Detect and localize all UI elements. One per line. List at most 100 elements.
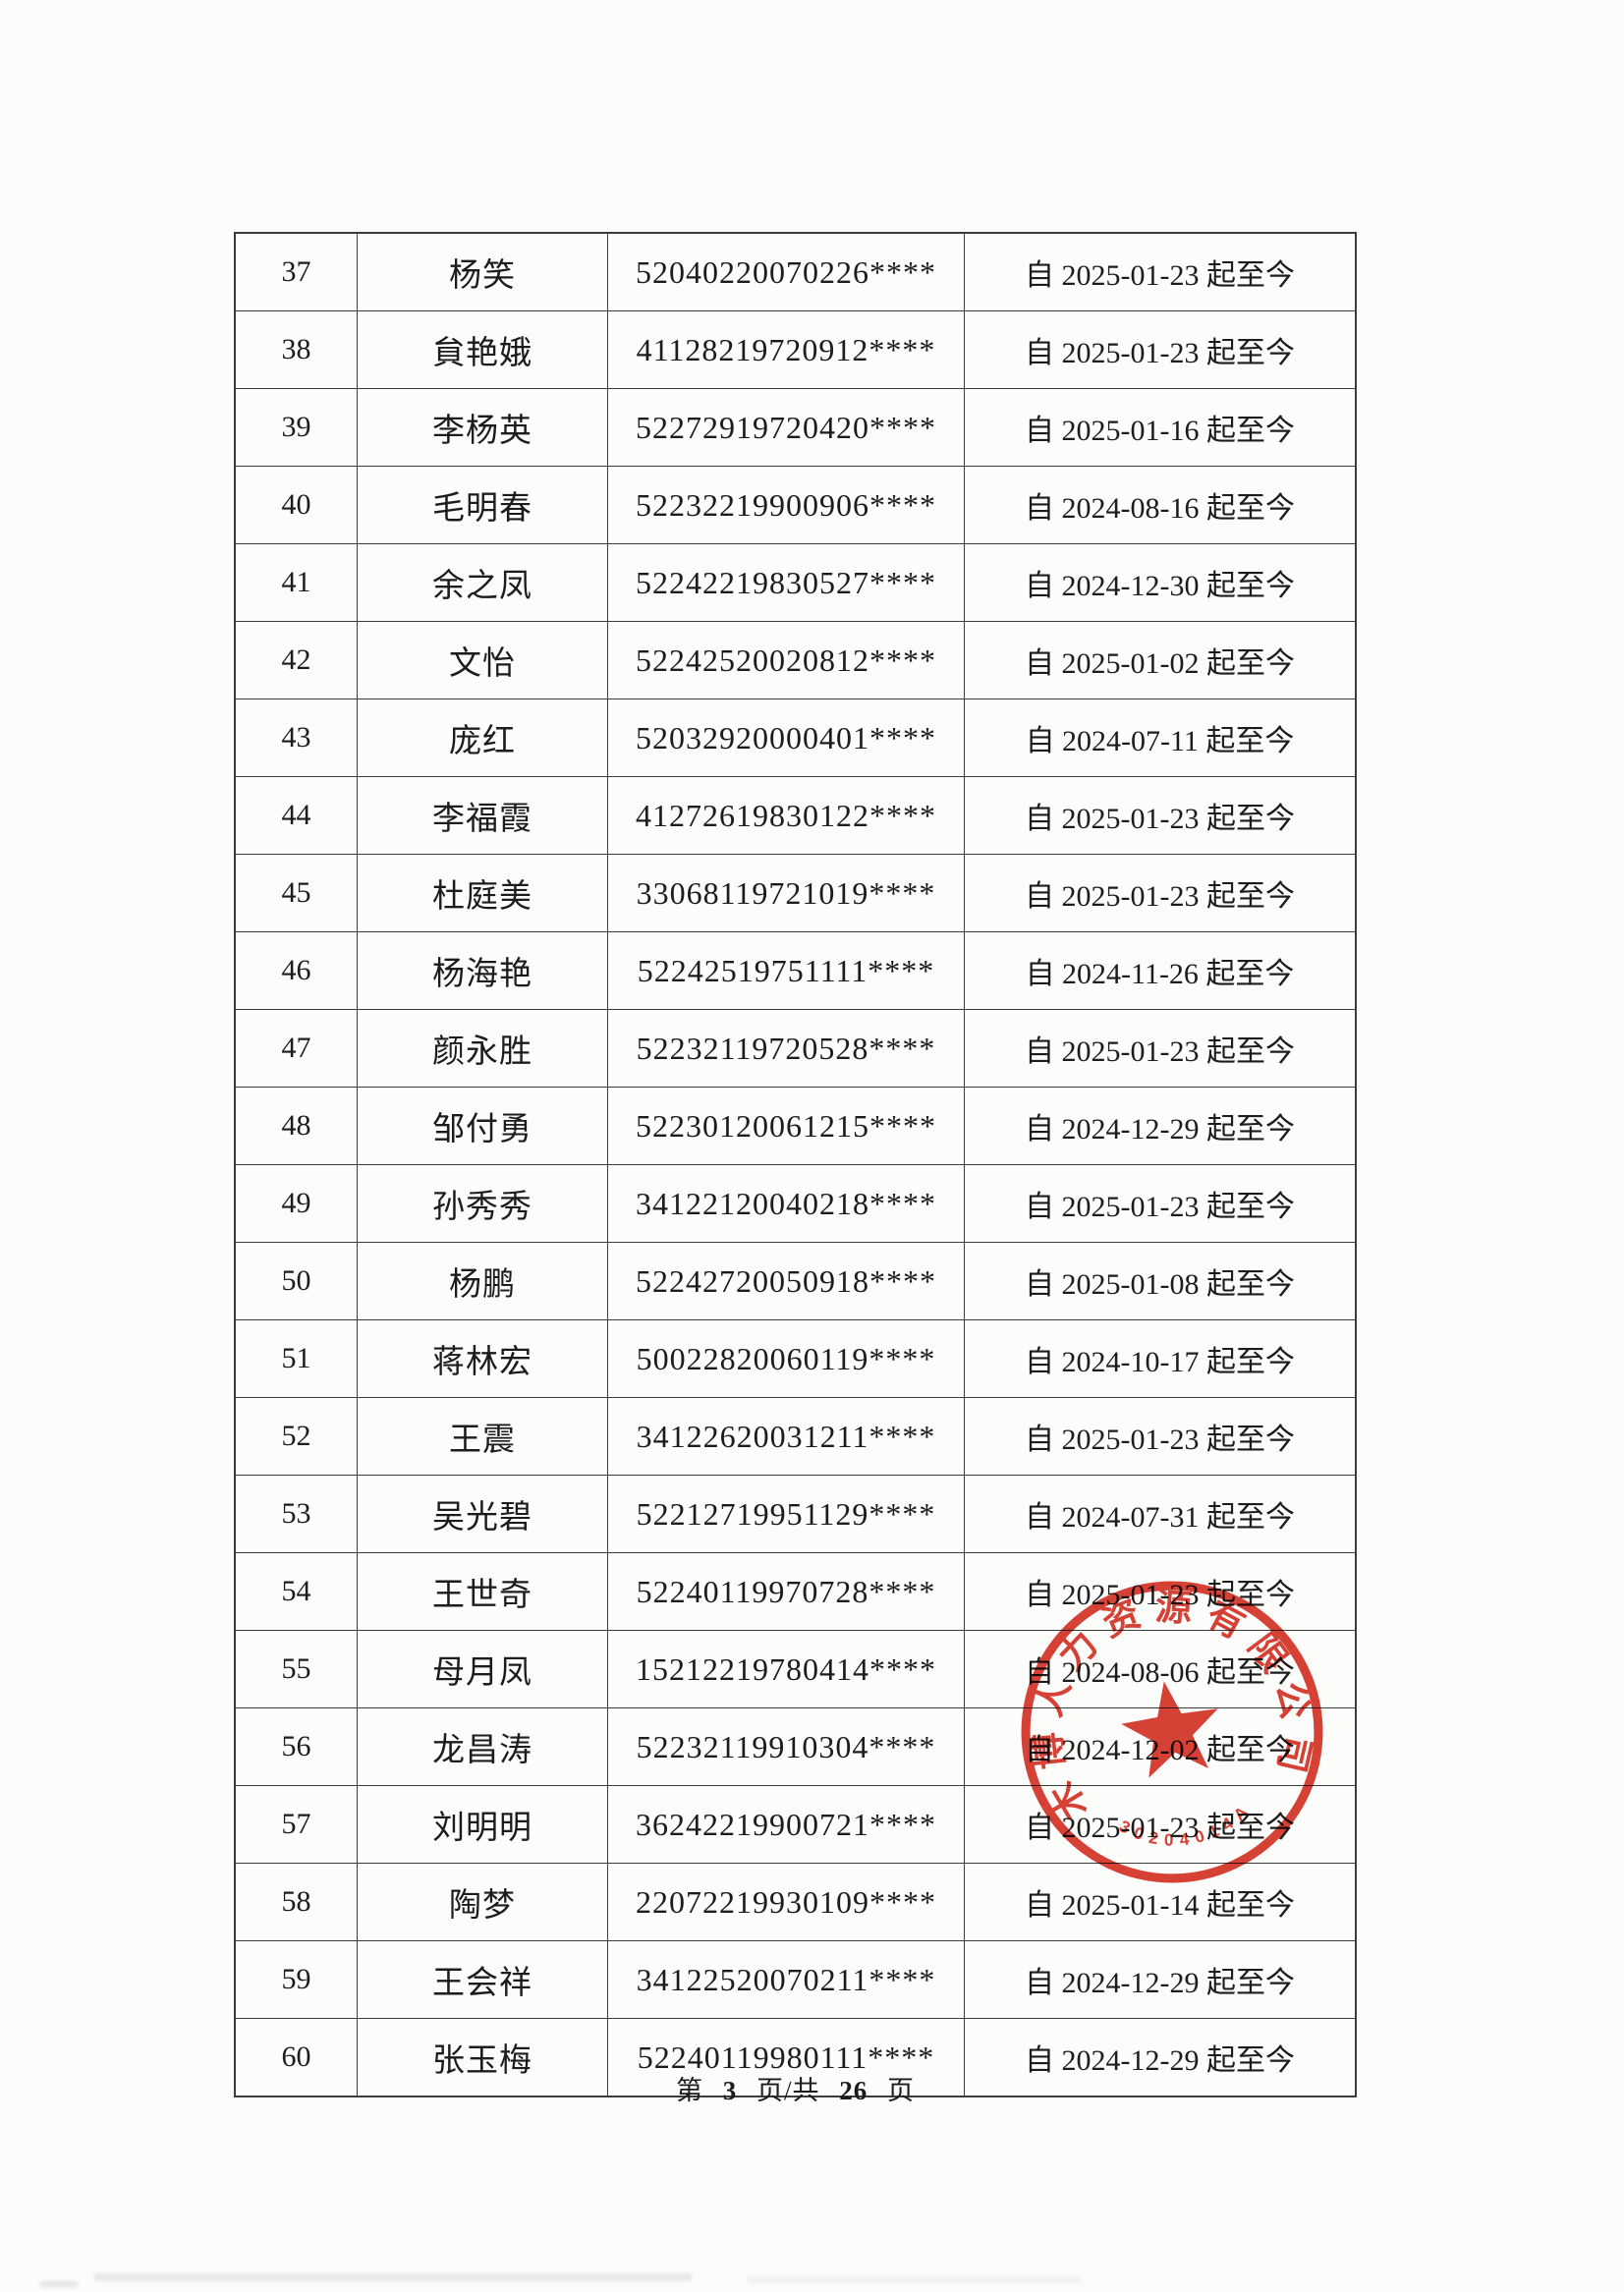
cell-name: 杨笑 (358, 234, 608, 310)
cell-name: 李福霞 (358, 777, 608, 854)
footer-prefix: 第 (675, 2076, 703, 2105)
cell-id: 52240119970728**** (608, 1553, 965, 1630)
cell-name: 杨鹏 (358, 1243, 608, 1319)
cell-name: 颜永胜 (358, 1010, 608, 1087)
cell-name: 蒋林宏 (358, 1320, 608, 1397)
cell-name: 庞红 (358, 699, 608, 776)
cell-id: 52242219830527**** (608, 544, 965, 621)
cell-id: 52032920000401**** (608, 699, 965, 776)
cell-period: 自 2024-12-02 起至今 (1025, 1734, 1295, 1766)
cell-id: 33068119721019**** (608, 855, 965, 931)
cell-no: 56 (236, 1708, 358, 1785)
cell-id: 22072219930109**** (608, 1864, 965, 1940)
cell-period: 自 2025-01-23 起至今 (1025, 1191, 1295, 1223)
table-row: 55 母月凤 15212219780414**** 自 2024-08-06 起至今 (236, 1631, 1355, 1708)
cell-period: 自 2025-01-23 起至今 (1025, 1035, 1295, 1068)
cell-period: 自 2024-11-26 起至今 (1025, 958, 1295, 990)
table-row: 50 杨鹏 52242720050918**** 自 2025-01-08 起至今 (236, 1243, 1355, 1320)
table-row: 60 张玉梅 52240119980111**** 自 2024-12-29 起至今 (236, 2019, 1355, 2096)
cell-no: 57 (236, 1786, 358, 1863)
cell-no: 59 (236, 1941, 358, 2018)
cell-id: 41128219720912**** (608, 311, 965, 388)
cell-id: 52230120061215**** (608, 1088, 965, 1164)
cell-period: 自 2025-01-23 起至今 (1025, 1812, 1295, 1844)
cell-name: 王世奇 (358, 1553, 608, 1630)
table-row: 46 杨海艳 52242519751111**** 自 2024-11-26 起至今 (236, 932, 1355, 1010)
cell-id: 34122120040218**** (608, 1165, 965, 1242)
cell-id: 50022820060119**** (608, 1320, 965, 1397)
cell-no: 47 (236, 1010, 358, 1087)
cell-id: 52242720050918**** (608, 1243, 965, 1319)
footer-mid: 页/共 (756, 2076, 820, 2105)
cell-name: 邹付勇 (358, 1088, 608, 1164)
cell-id: 52232119720528**** (608, 1010, 965, 1087)
table-row: 42 文怡 52242520020812**** 自 2025-01-02 起至今 (236, 622, 1355, 699)
cell-period: 自 2024-12-29 起至今 (1025, 1967, 1295, 1999)
table-row: 39 李杨英 52272919720420**** 自 2025-01-16 起至今 (236, 389, 1355, 467)
table-row: 37 杨笑 52040220070226**** 自 2025-01-23 起至今 (236, 234, 1355, 311)
cell-period: 自 2025-01-23 起至今 (1025, 1424, 1295, 1456)
cell-no: 50 (236, 1243, 358, 1319)
cell-period: 自 2025-01-23 起至今 (1025, 337, 1295, 369)
cell-no: 41 (236, 544, 358, 621)
cell-name: 龙昌涛 (358, 1708, 608, 1785)
cell-name: 杨海艳 (358, 932, 608, 1009)
table-row: 43 庞红 52032920000401**** 自 2024-07-11 起至今 (236, 699, 1355, 777)
cell-no: 44 (236, 777, 358, 854)
cell-no: 54 (236, 1553, 358, 1630)
cell-period: 自 2024-12-30 起至今 (1025, 570, 1295, 602)
table-row: 53 吴光碧 52212719951129**** 自 2024-07-31 起至今 (236, 1476, 1355, 1553)
table-row: 49 孙秀秀 34122120040218**** 自 2025-01-23 起至今 (236, 1165, 1355, 1243)
cell-no: 45 (236, 855, 358, 931)
scan-artifact (747, 2277, 1081, 2283)
cell-period: 自 2025-01-23 起至今 (1025, 259, 1295, 292)
table-row: 58 陶梦 22072219930109**** 自 2025-01-14 起至今 (236, 1864, 1355, 1941)
cell-id: 52232119910304**** (608, 1708, 965, 1785)
scan-artifact (39, 2281, 79, 2287)
cell-id: 34122520070211**** (608, 1941, 965, 2018)
cell-period: 自 2024-08-06 起至今 (1025, 1656, 1295, 1689)
cell-period: 自 2025-01-23 起至今 (1025, 803, 1295, 835)
cell-name: 文怡 (358, 622, 608, 699)
cell-period: 自 2025-01-14 起至今 (1025, 1889, 1295, 1922)
cell-no: 38 (236, 311, 358, 388)
cell-name: 杜庭美 (358, 855, 608, 931)
cell-no: 46 (236, 932, 358, 1009)
table-row: 51 蒋林宏 50022820060119**** 自 2024-10-17 起至今 (236, 1320, 1355, 1398)
page-footer: 第 3 页/共 26 页 (234, 2069, 1357, 2107)
table-row: 40 毛明春 52232219900906**** 自 2024-08-16 起至今 (236, 467, 1355, 544)
cell-no: 39 (236, 389, 358, 466)
cell-no: 43 (236, 699, 358, 776)
cell-id: 15212219780414**** (608, 1631, 965, 1707)
cell-period: 自 2024-12-29 起至今 (1025, 1113, 1295, 1146)
cell-no: 51 (236, 1320, 358, 1397)
cell-id: 34122620031211**** (608, 1398, 965, 1475)
cell-name: 毛明春 (358, 467, 608, 543)
table-row: 56 龙昌涛 52232119910304**** 自 2024-12-02 起至今 (236, 1708, 1355, 1786)
cell-name: 陶梦 (358, 1864, 608, 1940)
cell-id: 52242520020812**** (608, 622, 965, 699)
footer-total-pages: 26 (839, 2076, 868, 2105)
cell-no: 37 (236, 234, 358, 310)
cell-id: 52272919720420**** (608, 389, 965, 466)
table-row: 44 李福霞 41272619830122**** 自 2025-01-23 起至今 (236, 777, 1355, 855)
cell-no: 52 (236, 1398, 358, 1475)
table-row: 59 王会祥 34122520070211**** 自 2024-12-29 起至今 (236, 1941, 1355, 2019)
cell-no: 48 (236, 1088, 358, 1164)
table-row: 48 邹付勇 52230120061215**** 自 2024-12-29 起至今 (236, 1088, 1355, 1165)
roster-table: 37 杨笑 52040220070226**** 自 2025-01-23 起至今 38… (234, 232, 1357, 2097)
cell-no: 60 (236, 2019, 358, 2096)
cell-no: 42 (236, 622, 358, 699)
cell-name: 余之凤 (358, 544, 608, 621)
cell-period: 自 2024-08-16 起至今 (1025, 492, 1295, 525)
cell-id: 36242219900721**** (608, 1786, 965, 1863)
table-row: 41 余之凤 52242219830527**** 自 2024-12-30 起至今 (236, 544, 1355, 622)
cell-name: 王会祥 (358, 1941, 608, 2018)
cell-id: 52040220070226**** (608, 234, 965, 310)
cell-period: 自 2024-07-11 起至今 (1025, 725, 1295, 757)
cell-id: 52212719951129**** (608, 1476, 965, 1552)
table-row: 54 王世奇 52240119970728**** 自 2025-01-23 起至今 (236, 1553, 1355, 1631)
cell-id: 41272619830122**** (608, 777, 965, 854)
cell-name: 刘明明 (358, 1786, 608, 1863)
cell-id: 52242519751111**** (608, 932, 965, 1009)
